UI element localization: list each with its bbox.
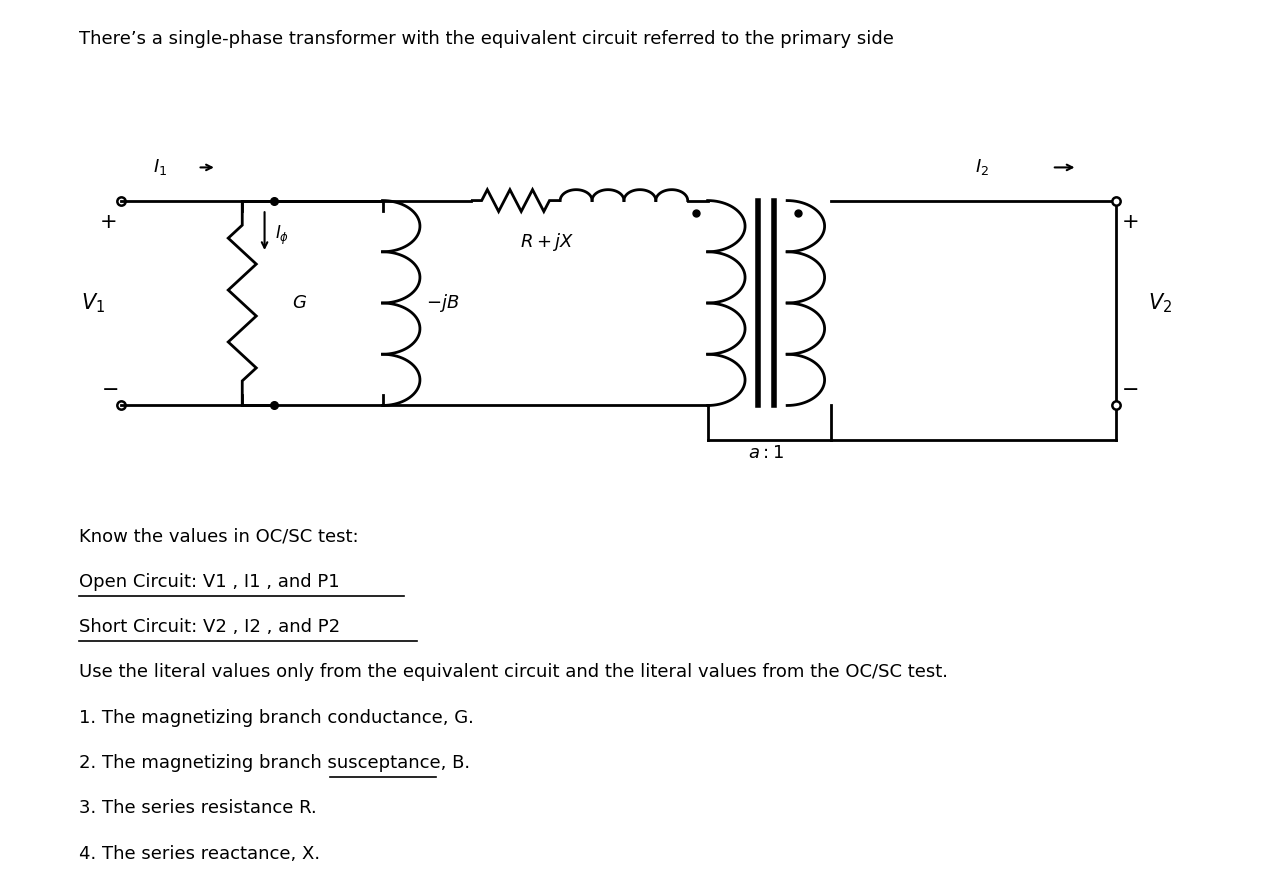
Text: 1. The magnetizing branch conductance, G.: 1. The magnetizing branch conductance, G… <box>79 709 474 726</box>
Text: $a: 1$: $a: 1$ <box>748 445 784 462</box>
Text: 3. The series resistance R.: 3. The series resistance R. <box>79 800 316 817</box>
Text: −: − <box>102 380 120 399</box>
Text: $I_1$: $I_1$ <box>153 158 167 177</box>
Text: $-jB$: $-jB$ <box>426 292 460 314</box>
Text: 4. The series reactance, X.: 4. The series reactance, X. <box>79 845 320 862</box>
Text: $R + jX$: $R + jX$ <box>520 231 575 254</box>
Text: $I_\phi$: $I_\phi$ <box>275 224 289 247</box>
Text: +: + <box>99 213 117 232</box>
Text: Use the literal values only from the equivalent circuit and the literal values f: Use the literal values only from the equ… <box>79 664 949 681</box>
Text: $I_2$: $I_2$ <box>975 158 989 177</box>
Text: Open Circuit: V1 , I1 , and P1: Open Circuit: V1 , I1 , and P1 <box>79 573 339 590</box>
Text: $V_1$: $V_1$ <box>82 291 105 315</box>
Text: $G$: $G$ <box>292 294 307 312</box>
Text: Know the values in OC/SC test:: Know the values in OC/SC test: <box>79 528 358 545</box>
Text: There’s a single-phase transformer with the equivalent circuit referred to the p: There’s a single-phase transformer with … <box>79 31 894 48</box>
Text: 2. The magnetizing branch susceptance, B.: 2. The magnetizing branch susceptance, B… <box>79 754 470 772</box>
Text: +: + <box>1122 213 1140 232</box>
Text: $V_2$: $V_2$ <box>1148 291 1172 315</box>
Text: −: − <box>1122 380 1140 399</box>
Text: Short Circuit: V2 , I2 , and P2: Short Circuit: V2 , I2 , and P2 <box>79 618 340 636</box>
